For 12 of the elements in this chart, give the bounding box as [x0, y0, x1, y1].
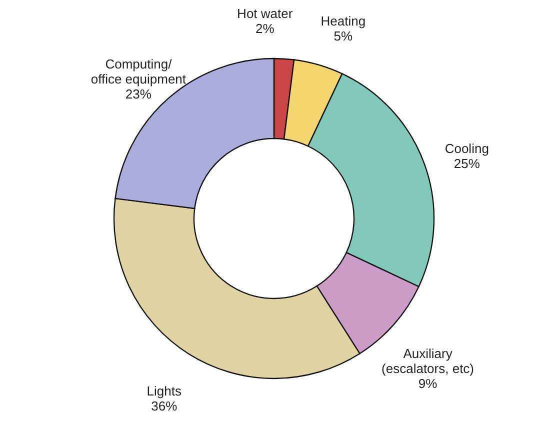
- slice-label: Heating: [320, 14, 366, 29]
- data-label: 9%: [418, 376, 438, 392]
- slice-label: Lights: [146, 384, 182, 399]
- data-label: 23%: [125, 86, 152, 102]
- slice-label: Cooling: [444, 141, 489, 156]
- data-label: 5%: [334, 28, 354, 44]
- slice-label: Auxiliary (escalators, etc): [382, 346, 474, 376]
- slice-label: Computing/ office equipment: [90, 56, 186, 87]
- data-label: 2%: [255, 20, 275, 36]
- slice-label: Hot water: [237, 6, 294, 21]
- data-label: 36%: [151, 398, 178, 414]
- data-label: 25%: [454, 156, 480, 172]
